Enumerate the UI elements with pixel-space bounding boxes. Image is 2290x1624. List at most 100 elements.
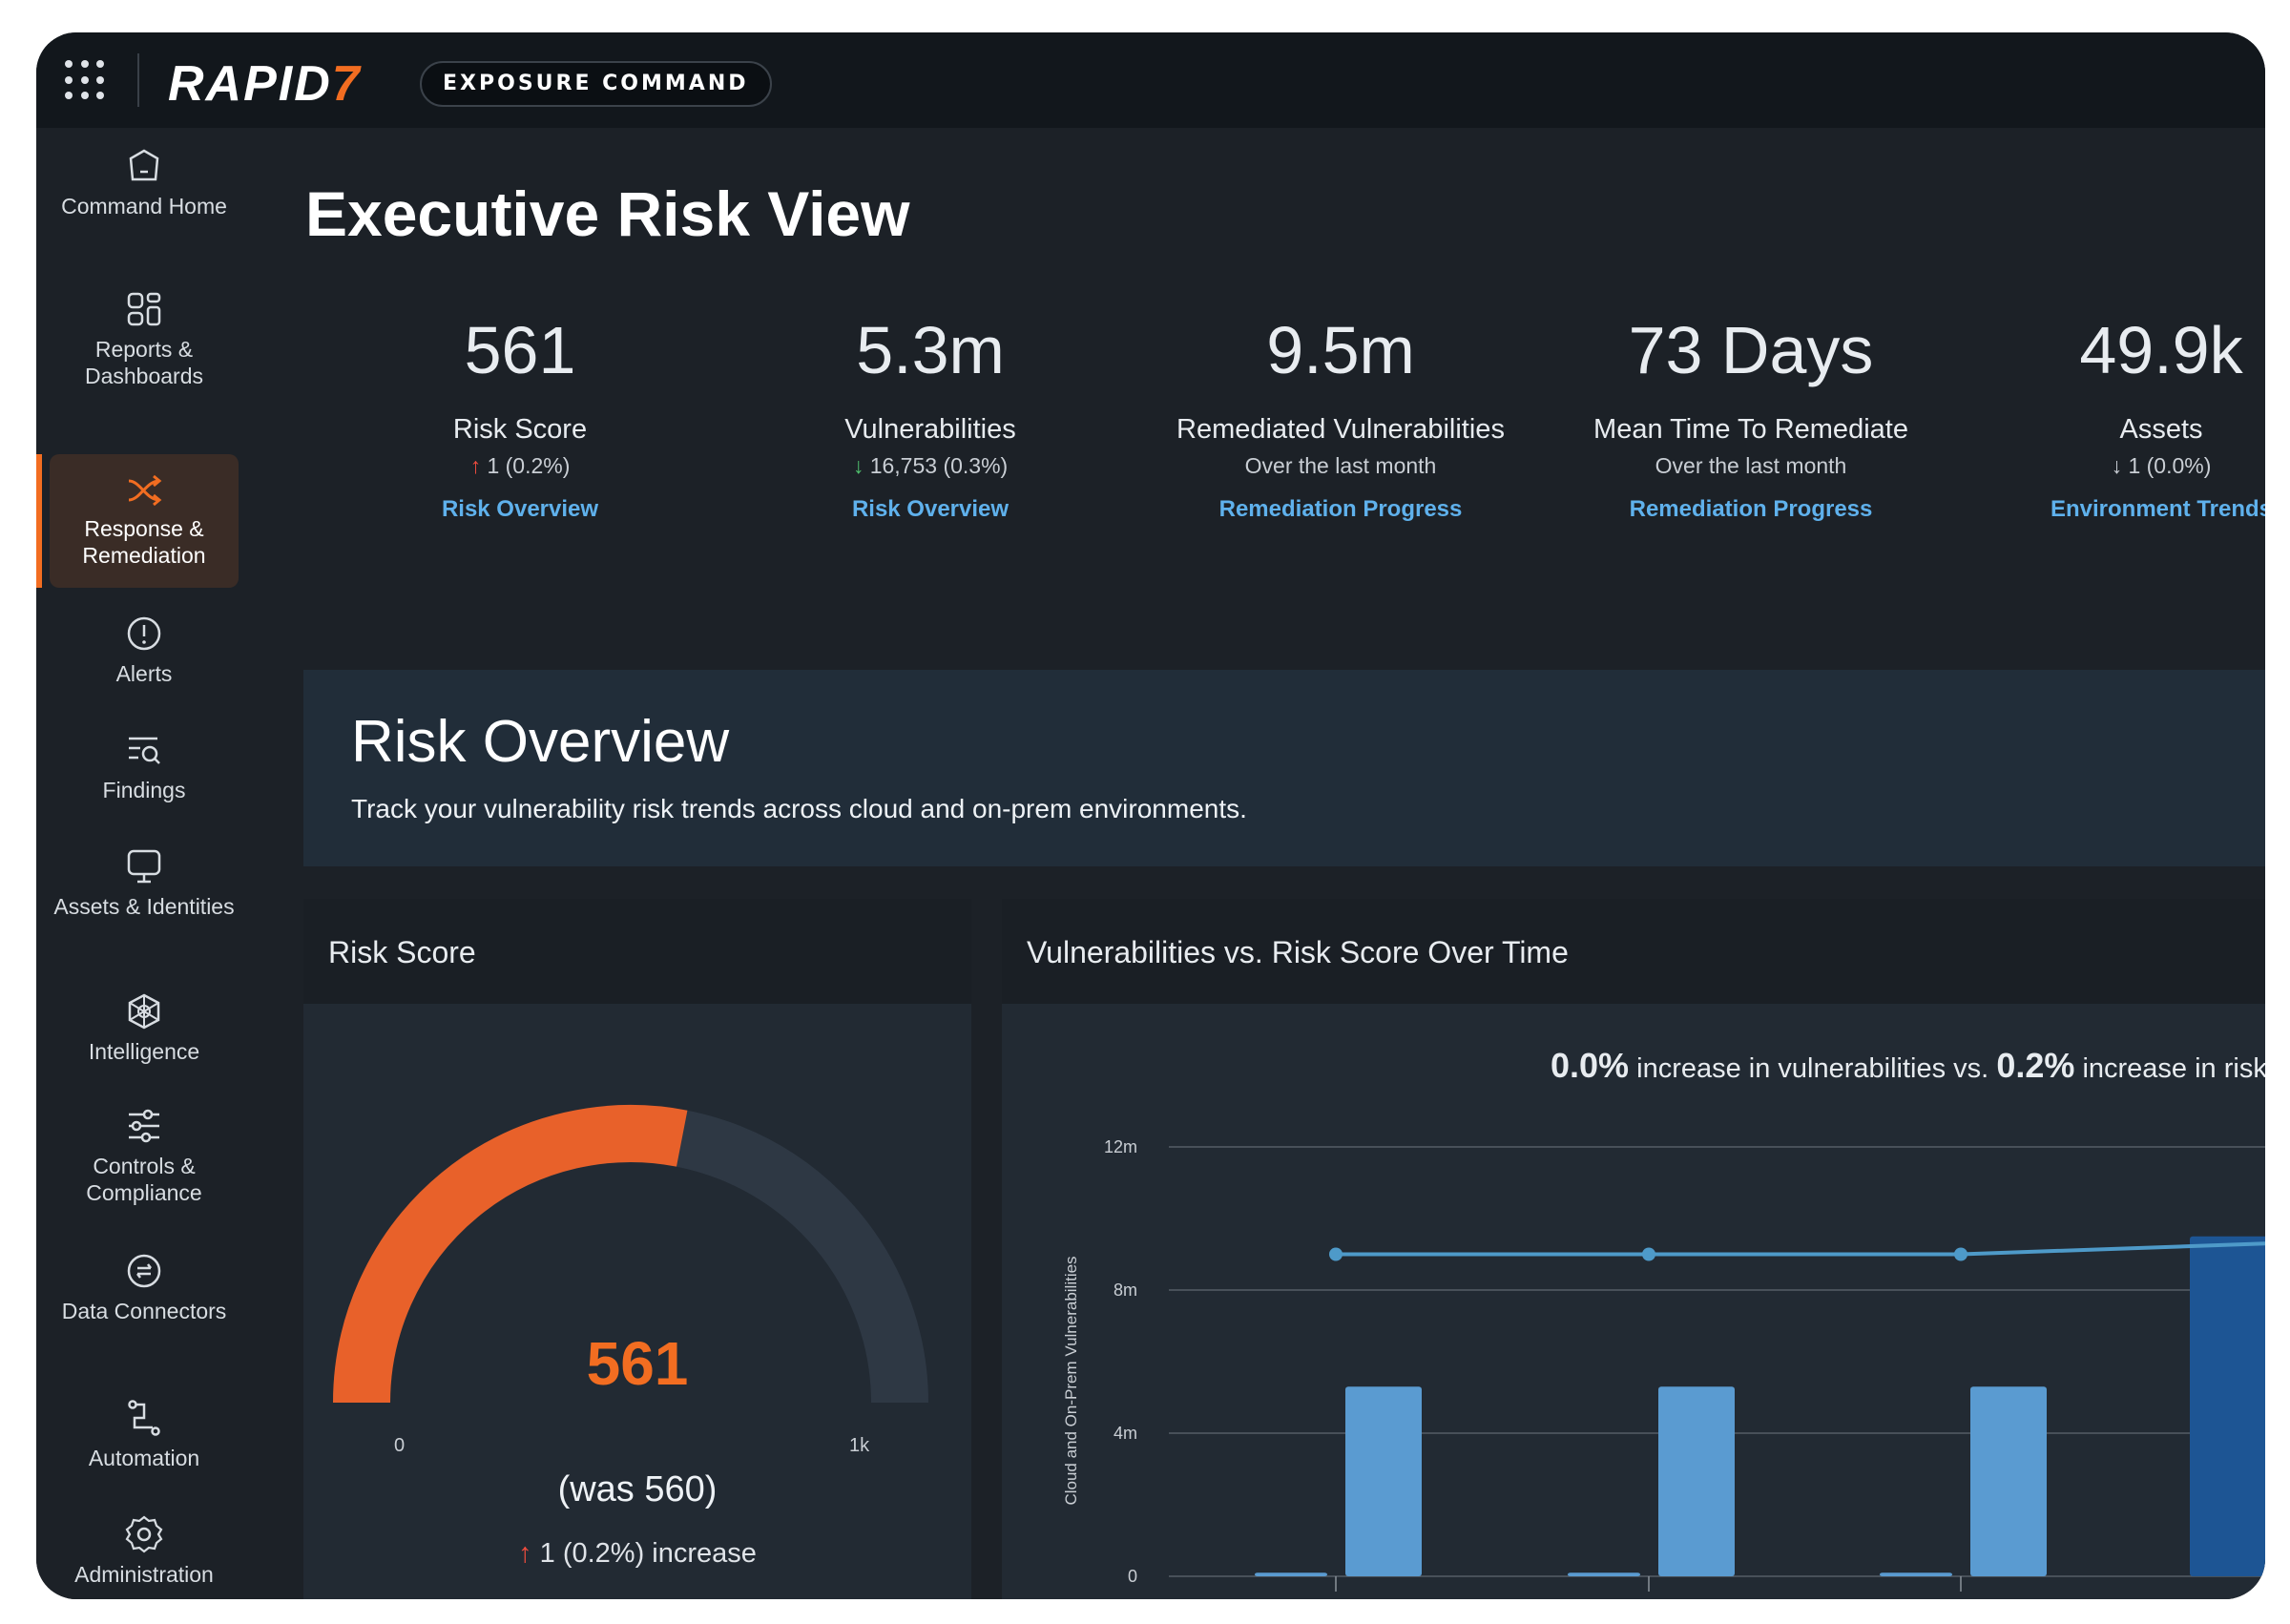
sidebar-item-response-remediation[interactable]: Response & Remediation — [50, 454, 239, 588]
arrow-down-icon: ↓ — [2111, 453, 2123, 478]
sidebar-item-assets-identities[interactable]: Assets & Identities — [50, 845, 239, 979]
y-tick-label: 0 — [1128, 1567, 1137, 1586]
kpi-value: 5.3m — [856, 313, 1005, 387]
chart-summary: 0.0% increase in vulnerabilities vs. 0.2… — [1551, 1046, 2265, 1085]
gauge-previous-value: (was 560) — [557, 1469, 718, 1509]
kpi-assets: 49.9k Assets ↓ 1 (0.0%) Environment Tren… — [1956, 309, 2265, 523]
y-tick-label: 8m — [1114, 1280, 1137, 1300]
line-point — [1642, 1247, 1655, 1261]
sidebar-item-label: Data Connectors — [61, 1299, 227, 1323]
active-indicator — [36, 454, 42, 588]
arrow-up-icon: ↑ — [518, 1538, 532, 1569]
sidebar-item-administration[interactable]: Administration — [50, 1513, 239, 1599]
kpi-mean-time-to-remediate: 73 Days Mean Time To Remediate Over the … — [1546, 309, 1956, 523]
kpi-value: 73 Days — [1628, 313, 1874, 387]
sidebar-item-label: Assets & Identities — [53, 894, 235, 919]
chart-bar — [2190, 1236, 2265, 1576]
monitor-icon — [127, 849, 161, 884]
panel-title: Vulnerabilities vs. Risk Score Over Time — [1027, 935, 1569, 969]
kpi-sublabel: Over the last month — [1655, 453, 1847, 478]
sidebar-item-label: Intelligence — [88, 1039, 200, 1064]
chart-panel: 0.0% increase in vulnerabilities vs. 0.2… — [1002, 1004, 2265, 1599]
risk-gauge — [333, 1105, 928, 1404]
kpi-label: Assets — [2119, 414, 2203, 445]
kpi-label: Risk Score — [452, 414, 588, 445]
alert-icon — [127, 616, 161, 651]
chart-bar — [1658, 1386, 1735, 1576]
gauge-min-label: 0 — [394, 1435, 406, 1456]
network-icon — [128, 993, 160, 1030]
chart-bar — [1568, 1572, 1640, 1576]
sidebar-item-label: Alerts — [115, 661, 173, 686]
kpi-delta: ↓ 16,753 (0.3%) — [852, 453, 1009, 478]
risk-score-panel: 561 0 1k (was 560) ↑ 1 (0.2%) increase — [303, 1004, 971, 1599]
kpi-link-risk-overview[interactable]: Risk Overview — [851, 496, 1010, 522]
risk-score-line — [1336, 1241, 2265, 1257]
gear-icon — [125, 1515, 163, 1553]
sidebar-item-label: Reports & Dashboards — [84, 337, 204, 388]
sidebar-item-data-connectors[interactable]: Data Connectors — [50, 1250, 239, 1384]
gauge-increase: ↑ 1 (0.2%) increase — [518, 1538, 757, 1569]
y-tick-label: 12m — [1104, 1137, 1137, 1156]
kpi-risk-score: 561 Risk Score ↑ 1 (0.2%) Risk Overview — [315, 309, 725, 523]
line-point — [1329, 1247, 1343, 1261]
sidebar-item-label: Automation — [88, 1446, 200, 1470]
line-point — [1954, 1247, 1967, 1261]
dashboard-icon — [127, 292, 161, 326]
kpi-label: Remediated Vulnerabilities — [1176, 414, 1505, 445]
vuln-risk-chart: 0 4m 8m 12m Cloud and On-Prem Vulnerabilitie… — [1062, 1137, 2265, 1592]
sidebar-item-findings[interactable]: Findings — [50, 729, 239, 863]
kpi-delta: ↑ 1 (0.2%) — [469, 453, 571, 478]
kpi-label: Vulnerabilities — [844, 414, 1016, 445]
sidebar-item-alerts[interactable]: Alerts — [50, 613, 239, 746]
page-title: Executive Risk View — [305, 178, 910, 249]
sidebar-item-command-home[interactable]: Command Home — [50, 145, 239, 279]
kpi-sublabel: Over the last month — [1244, 453, 1437, 478]
kpi-vulnerabilities: 5.3m Vulnerabilities ↓ 16,753 (0.3%) Ris… — [725, 309, 1135, 523]
sidebar-item-intelligence[interactable]: Intelligence — [50, 990, 239, 1124]
home-icon — [129, 149, 159, 181]
sidebar-item-label: Response & Remediation — [82, 516, 206, 568]
kpi-link-environment-trends[interactable]: Environment Trends — [2050, 496, 2265, 522]
app-launcher-icon[interactable] — [65, 60, 107, 102]
sidebar-item-label: Findings — [102, 778, 186, 802]
sidebar-item-label: Controls & Compliance — [86, 1154, 202, 1205]
sidebar-item-label: Administration — [74, 1562, 214, 1587]
sliders-icon — [129, 1109, 159, 1143]
kpi-link-risk-overview[interactable]: Risk Overview — [441, 496, 599, 522]
y-axis-label: Cloud and On-Prem Vulnerabilities — [1062, 1256, 1080, 1505]
automation-icon — [128, 1400, 160, 1436]
sidebar-item-reports[interactable]: Reports & Dashboards — [50, 288, 239, 422]
sidebar-item-controls-compliance[interactable]: Controls & Compliance — [50, 1105, 239, 1239]
risk-overview-card: Risk Overview Track your vulnerability r… — [303, 670, 2265, 866]
kpi-label: Mean Time To Remediate — [1593, 414, 1908, 445]
kpi-value: 561 — [464, 313, 576, 387]
chart-bar — [1255, 1572, 1327, 1576]
sidebar-item-automation[interactable]: Automation — [50, 1397, 239, 1530]
chart-panel-header: Vulnerabilities vs. Risk Score Over Time — [1002, 899, 2265, 1004]
gauge-fill — [333, 1105, 688, 1404]
kpi-link-remediation-progress[interactable]: Remediation Progress — [1218, 496, 1463, 522]
product-badge: EXPOSURE COMMAND — [420, 61, 772, 107]
top-bar: RAPID7 EXPOSURE COMMAND — [36, 32, 2265, 128]
gauge-max-label: 1k — [849, 1435, 870, 1456]
risk-score-panel-header: Risk Score — [303, 899, 971, 1004]
arrow-up-icon: ↑ — [469, 453, 482, 478]
kpi-value: 9.5m — [1266, 313, 1415, 387]
section-description: Track your vulnerability risk trends acr… — [351, 794, 1247, 823]
sidebar-nav: Command Home Reports & Dashboards Respon… — [36, 128, 258, 1599]
shuffle-icon — [128, 474, 162, 507]
kpi-delta: ↓ 1 (0.0%) — [2111, 453, 2212, 478]
panel-title: Risk Score — [328, 935, 476, 969]
y-tick-label: 4m — [1114, 1424, 1137, 1443]
connector-icon — [127, 1254, 161, 1288]
kpi-link-remediation-progress[interactable]: Remediation Progress — [1629, 496, 1873, 522]
rapid7-logo[interactable]: RAPID7 — [168, 56, 362, 112]
chart-bar — [1970, 1386, 2047, 1576]
section-title: Risk Overview — [351, 709, 730, 775]
divider — [137, 53, 139, 107]
arrow-down-icon: ↓ — [852, 453, 864, 478]
main-content: Executive Risk View 561 Risk Score ↑ 1 (… — [258, 128, 2265, 1599]
gauge-value: 561 — [586, 1329, 689, 1398]
app-window: RAPID7 EXPOSURE COMMAND Command Home Rep… — [36, 32, 2265, 1599]
